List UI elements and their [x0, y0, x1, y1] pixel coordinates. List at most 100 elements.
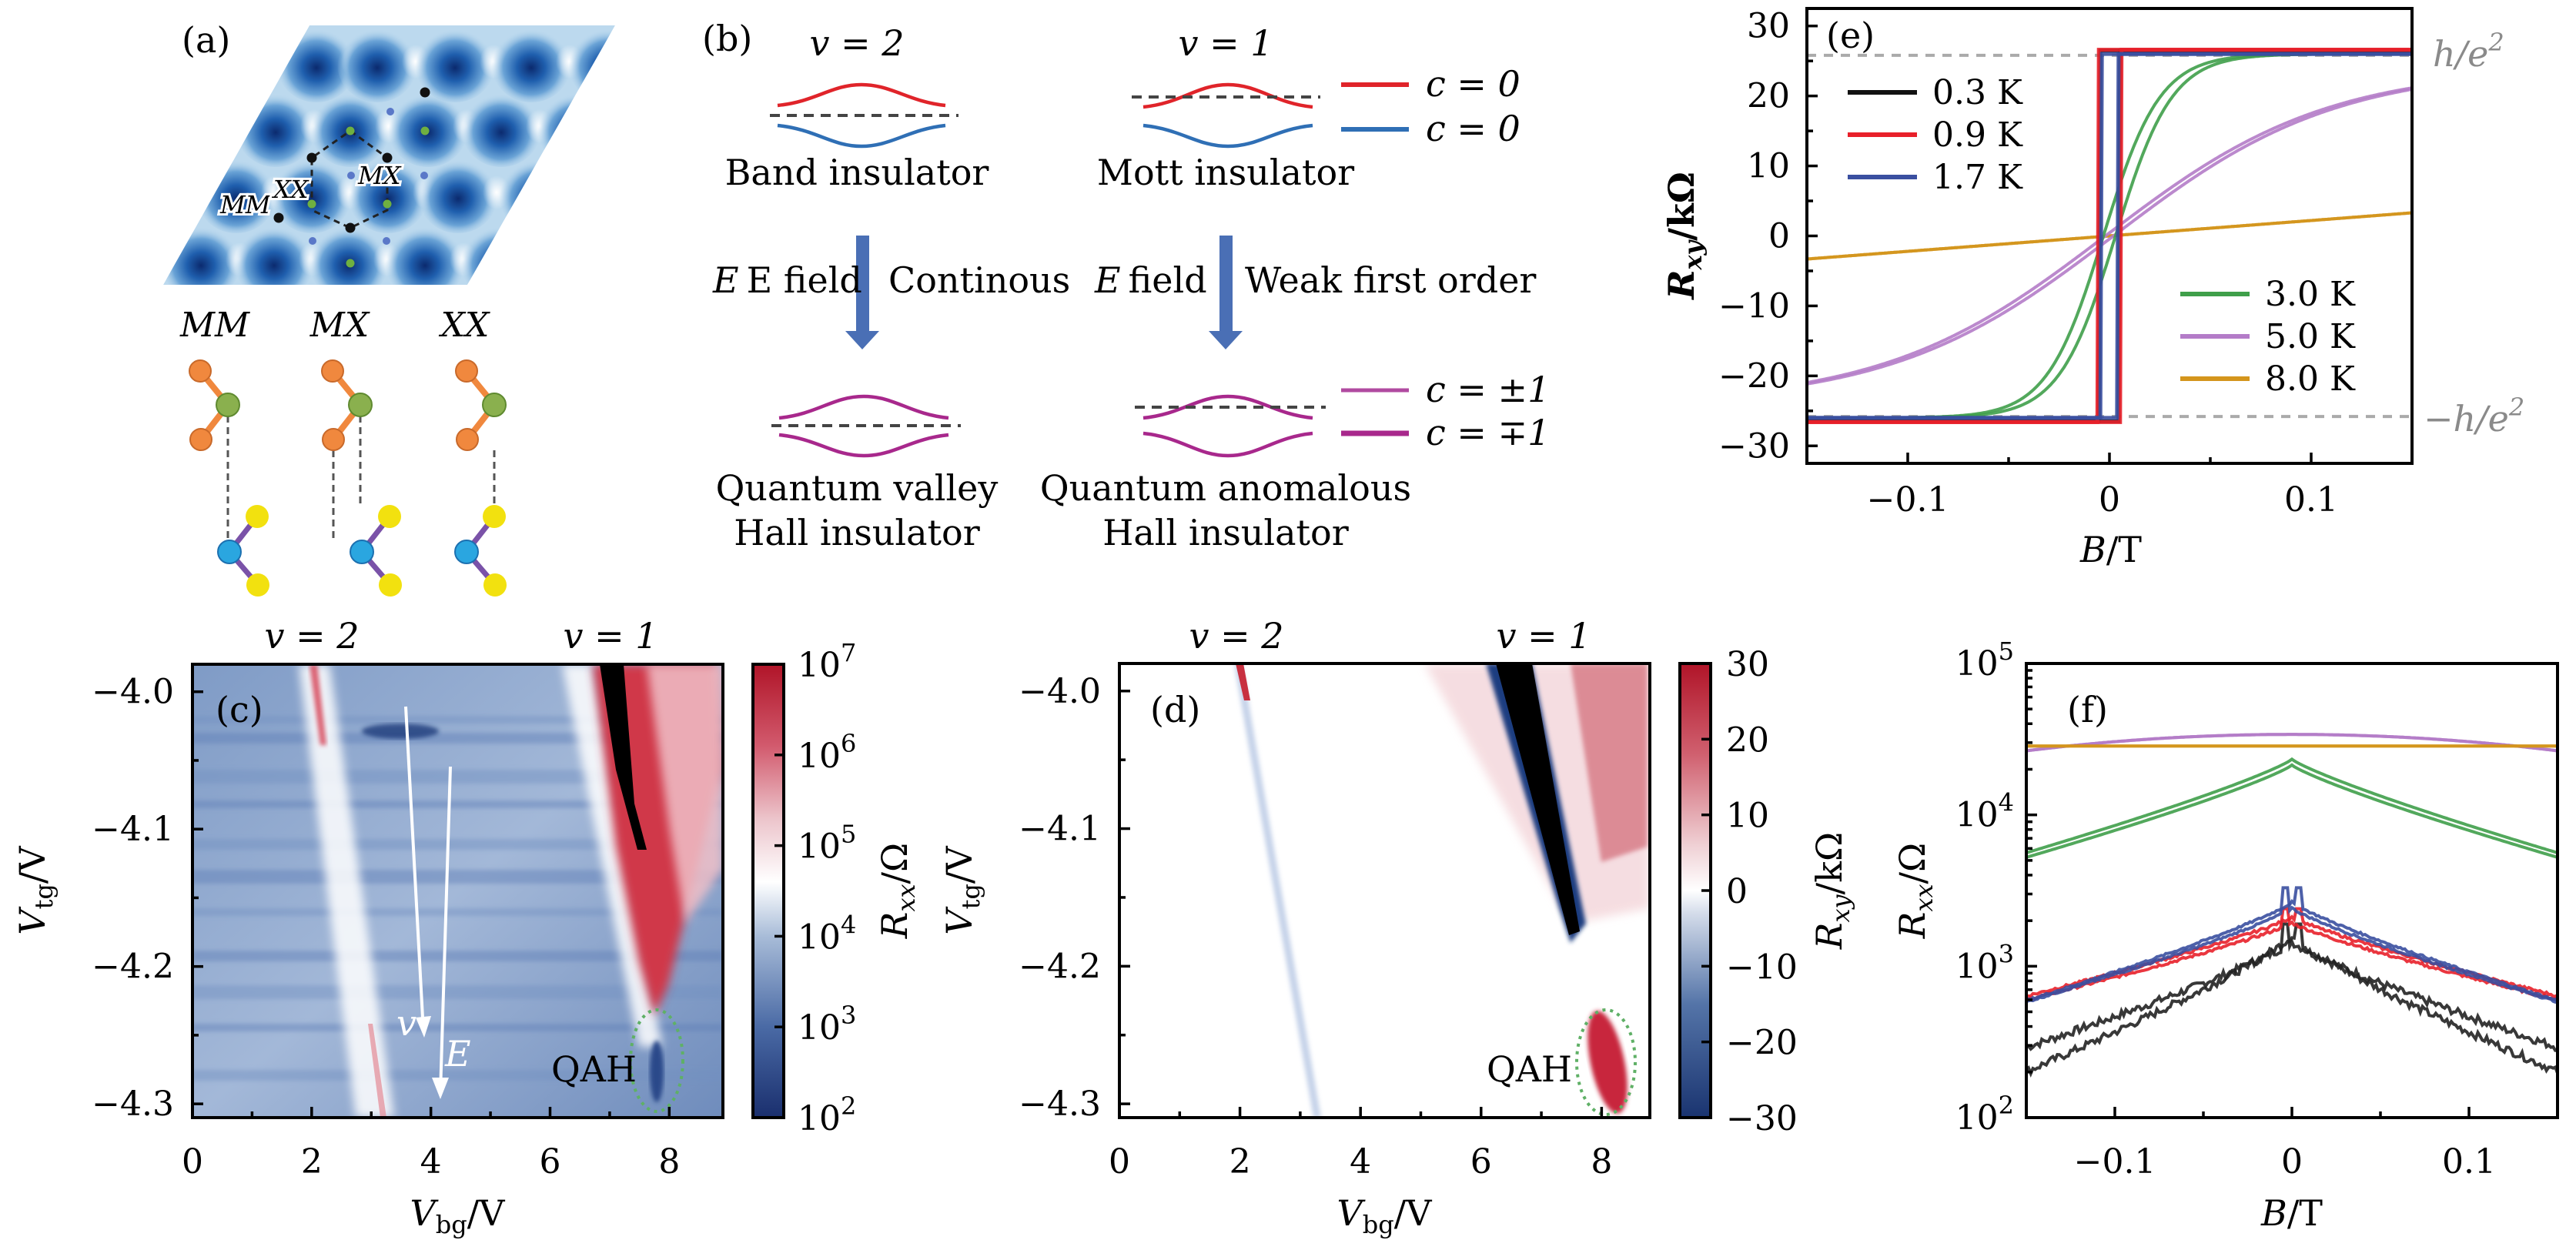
- panel-a-label: (a): [182, 19, 230, 61]
- state-qah-line1: Quantum anomalous: [1040, 467, 1411, 509]
- band-qvh-upper: [778, 394, 949, 420]
- state-mott-insulator: Mott insulator: [1097, 152, 1354, 193]
- legend-label: 8.0 K: [2265, 359, 2356, 399]
- y-tick-label: 10: [1747, 147, 1790, 186]
- heatmap-stripe: [192, 985, 723, 999]
- atom-green: [348, 393, 373, 417]
- mx-site-dot: [383, 199, 392, 209]
- moire-dark-spot: [415, 25, 495, 102]
- colorbar-tick-label: −20: [1726, 1024, 1798, 1063]
- x-tick-label: 6: [1470, 1142, 1492, 1181]
- xx-site-dot: [383, 237, 390, 245]
- panel-b-label: (b): [702, 18, 752, 59]
- v2-red-segment: [1236, 663, 1250, 700]
- qah-circle: [629, 1008, 684, 1113]
- axes-frame-f: [2025, 662, 2559, 1119]
- x-tick-label: 0: [182, 1142, 203, 1181]
- v2-red-streak-low: [368, 1024, 386, 1118]
- transition-weak-first-order: Weak first order: [1245, 259, 1536, 301]
- moire-dark-spot: [418, 156, 498, 233]
- atom-orange: [322, 428, 345, 451]
- x-axis-label-e: B/T: [2079, 529, 2142, 570]
- ref-label-h-e2: h/e2: [2433, 28, 2504, 75]
- y-tick-label: 103: [1955, 939, 2014, 986]
- x-tick-label: 0.1: [2442, 1142, 2496, 1181]
- colorbar-tick-label: −10: [1726, 948, 1798, 987]
- v1-black-core: [1496, 663, 1580, 935]
- y-tick-label: −4.3: [1019, 1085, 1101, 1124]
- state-qvh-line1: Quantum valley: [716, 467, 999, 509]
- legend-label: 0.3 K: [1932, 73, 2023, 112]
- atom-blue: [217, 540, 242, 564]
- band-qah-upper: [1142, 394, 1313, 420]
- transition-continous: Continous: [888, 259, 1070, 301]
- v1-noise-red: [1571, 663, 1648, 862]
- colorbar-tick-label: 107: [798, 638, 856, 685]
- state-qvh-line2: Hall insulator: [734, 512, 979, 553]
- ticks-c: 0 2 4 6 8 −4.0 −4.1 −4.2 −4.3: [92, 673, 680, 1181]
- axes-frame-d: [1118, 662, 1651, 1119]
- moire-light-spot: [602, 109, 615, 143]
- panel-e-label: (e): [1826, 15, 1875, 56]
- atom-orange: [189, 428, 212, 451]
- y-tick-label: −4.1: [1019, 810, 1101, 849]
- colorbar-tick-label: 103: [798, 1001, 856, 1048]
- band-qah-lower: [1142, 431, 1313, 458]
- moire-dark-spot: [234, 223, 314, 285]
- colorbar-tick-label: −30: [1726, 1099, 1798, 1138]
- v2-white-ridge: [299, 664, 394, 1118]
- top-label-v1-c: v = 1: [563, 615, 657, 657]
- atom-orange: [189, 359, 212, 383]
- y-tick-label: 102: [1955, 1091, 2014, 1138]
- top-label-v2-c: v = 2: [264, 615, 359, 657]
- moire-spots: [163, 25, 661, 285]
- heatmap-stripe: [192, 951, 723, 961]
- x-tick-label: 0: [1109, 1142, 1130, 1181]
- legend-label-c-mp: c = ∓1: [1426, 412, 1550, 453]
- atom-yellow: [379, 573, 402, 597]
- series-line-09K: [2026, 907, 2558, 1001]
- atom-yellow: [246, 573, 269, 597]
- y-tick-label: −4.2: [92, 948, 174, 987]
- series-line-03K: [2026, 922, 2558, 1052]
- moire-dark-spot: [499, 156, 579, 233]
- y-axis-label-f: Rxx/Ω: [1892, 843, 1939, 939]
- xx-site-dot: [420, 172, 428, 179]
- ticks-f: −0.1 0 0.1 105 104 103 102: [1955, 637, 2496, 1181]
- mm-site-dot: [273, 212, 284, 223]
- ticks-d: 0 2 4 6 8 −4.0 −4.1 −4.2 −4.3: [1019, 672, 1612, 1181]
- v-arrow: [404, 706, 425, 1033]
- legend-e: 0.3 K0.9 K1.7 K 3.0 K5.0 K8.0 K: [1848, 73, 2356, 399]
- series-line-80K: [1807, 211, 2412, 261]
- xx-site-dot: [386, 108, 394, 115]
- heatmap-stripe: [192, 1070, 723, 1081]
- moire-dark-spot: [337, 25, 417, 102]
- y-tick-label: 105: [1955, 637, 2014, 683]
- y-tick-label: 0: [1768, 217, 1790, 256]
- map-label-mm: MM: [219, 190, 272, 219]
- moire-light-spot: [564, 175, 591, 209]
- atom-orange: [455, 359, 478, 383]
- annotation-qah-c: QAH: [551, 1048, 637, 1090]
- atom-blue: [454, 540, 479, 564]
- colorbar-tick-label: 106: [798, 729, 856, 776]
- moire-light-spot: [633, 45, 661, 79]
- colorbar-tick-label: 30: [1726, 645, 1769, 684]
- atom-orange: [321, 359, 344, 383]
- mx-site-dot: [346, 126, 355, 135]
- atom-orange: [456, 428, 479, 451]
- e-arrow: [439, 766, 452, 1094]
- legend-label-c0-blue: c = 0: [1426, 108, 1521, 149]
- v1-pink-halo: [647, 664, 723, 924]
- x-tick-label: 6: [539, 1142, 560, 1181]
- molecule-mx: [321, 359, 402, 597]
- atom-green: [216, 393, 240, 417]
- x-tick-label: −0.1: [2074, 1142, 2156, 1181]
- xx-site-dot: [347, 172, 355, 179]
- band-lower-v1: [1142, 123, 1313, 149]
- colorbar-c: [751, 663, 785, 1119]
- moire-dark-spot: [491, 25, 571, 102]
- arrow-v2: [845, 236, 879, 349]
